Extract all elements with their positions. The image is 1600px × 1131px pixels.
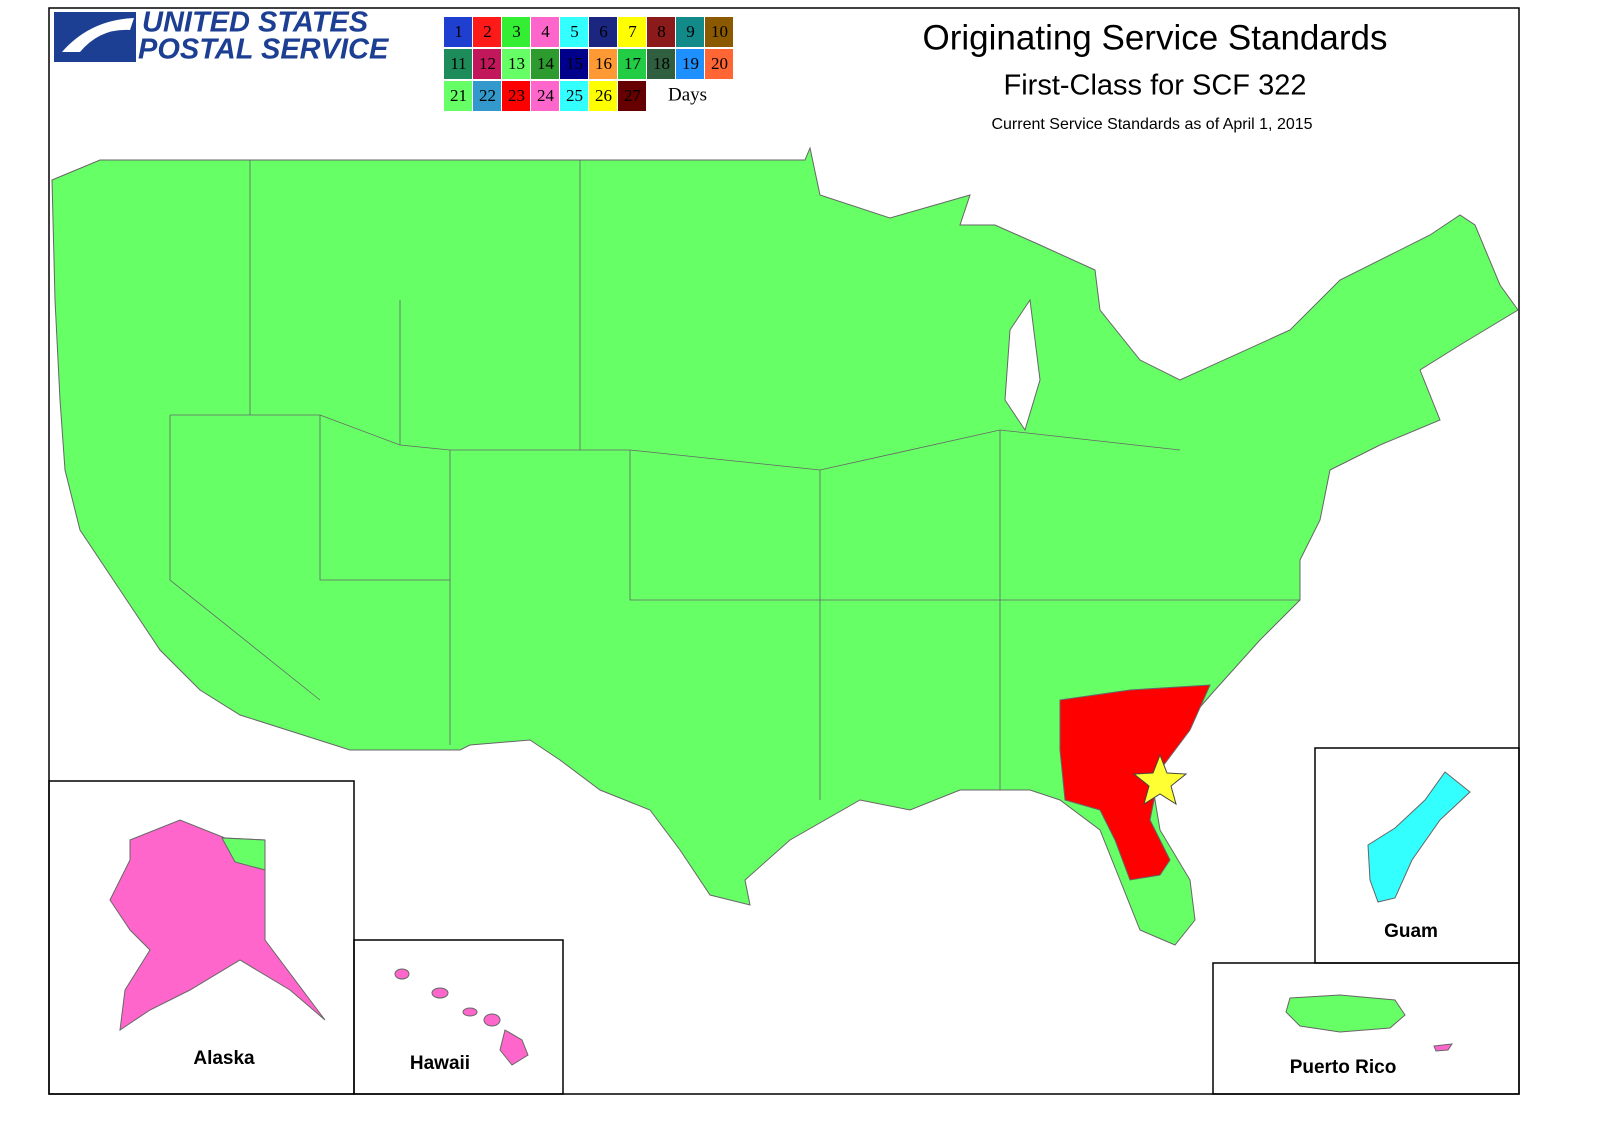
title: Originating Service Standards <box>923 18 1388 57</box>
note: Current Service Standards as of April 1,… <box>991 116 1312 133</box>
legend-label: 9 <box>686 22 695 41</box>
legend-label: 18 <box>653 54 670 73</box>
legend-label: 8 <box>657 22 666 41</box>
legend-swatch <box>560 81 588 111</box>
legend-swatch <box>618 49 646 79</box>
legend-label: 16 <box>595 54 612 73</box>
subtitle: First-Class for SCF 322 <box>1004 70 1307 102</box>
legend-label: 20 <box>711 54 728 73</box>
logo: UNITED STATES POSTAL SERVICE <box>54 7 390 66</box>
contiguous-us <box>51 146 1519 946</box>
legend-label: 14 <box>537 54 555 73</box>
legend-swatch <box>531 81 559 111</box>
legend-swatch <box>502 49 530 79</box>
island <box>1433 1043 1454 1052</box>
alaska-region <box>221 837 266 871</box>
legend-swatch <box>560 17 588 47</box>
legend-swatch <box>705 17 733 47</box>
legend-label: 3 <box>512 22 521 41</box>
island <box>431 987 449 999</box>
island <box>394 968 410 980</box>
alaska-inset <box>48 780 355 1095</box>
lake-michigan <box>1004 298 1041 432</box>
legend-swatch <box>473 81 501 111</box>
legend-label: 25 <box>566 86 583 105</box>
region-borders <box>169 160 1300 800</box>
legend-label: 12 <box>479 54 496 73</box>
legend-swatch <box>676 17 704 47</box>
legend-label: 2 <box>483 22 492 41</box>
legend-swatch <box>444 81 472 111</box>
legend-label: 19 <box>682 54 699 73</box>
legend-swatch <box>502 17 530 47</box>
inset-label: Alaska <box>193 1048 255 1069</box>
legend-swatch <box>618 81 646 111</box>
legend-swatch <box>589 81 617 111</box>
legend-swatch <box>647 49 675 79</box>
legend-label: 10 <box>711 22 728 41</box>
border <box>169 160 1300 800</box>
border <box>170 414 1181 471</box>
island <box>462 1007 478 1017</box>
legend-label: 4 <box>541 22 550 41</box>
legend-label: 26 <box>595 86 612 105</box>
legend-swatch <box>502 81 530 111</box>
legend-swatch <box>589 17 617 47</box>
legend-swatch <box>676 49 704 79</box>
legend-unit: Days <box>668 84 707 105</box>
legend-label: 24 <box>537 86 555 105</box>
legend-swatch <box>531 49 559 79</box>
legend-swatch <box>444 17 472 47</box>
legend-label: 7 <box>628 22 637 41</box>
legend-swatch <box>473 49 501 79</box>
logo-line2: POSTAL SERVICE <box>138 34 390 66</box>
island <box>483 1013 501 1027</box>
legend-label: 27 <box>624 86 642 105</box>
inset-label: Puerto Rico <box>1290 1057 1397 1078</box>
legend-swatch <box>560 49 588 79</box>
legend-label: 17 <box>624 54 642 73</box>
legend-swatch <box>531 17 559 47</box>
legend-label: 13 <box>508 54 525 73</box>
legend-label: 6 <box>599 22 608 41</box>
alaska <box>109 819 326 1032</box>
legend-swatch <box>705 49 733 79</box>
puerto-rico-inset <box>1212 962 1520 1095</box>
legend-label: 23 <box>508 86 525 105</box>
hawaii-inset <box>353 939 564 1095</box>
legend-swatch <box>444 49 472 79</box>
inset-label: Hawaii <box>410 1053 470 1074</box>
legend-label: 21 <box>450 86 467 105</box>
frame <box>48 7 1520 1095</box>
legend-label: 1 <box>454 22 463 41</box>
guam <box>1367 771 1471 903</box>
legend-swatch <box>618 17 646 47</box>
hawaii <box>394 968 529 1066</box>
puerto-rico <box>1285 994 1406 1033</box>
legend-label: 11 <box>450 54 466 73</box>
legend-label: 15 <box>566 54 583 73</box>
legend-label: 5 <box>570 22 579 41</box>
legend-swatch <box>589 49 617 79</box>
logo-line1: UNITED STATES <box>142 7 369 39</box>
inset-label: Guam <box>1384 921 1438 942</box>
logo-eagle <box>62 18 134 52</box>
legend-swatch <box>473 17 501 47</box>
legend-label: 22 <box>479 86 496 105</box>
island <box>499 1029 529 1066</box>
origin-star <box>1132 753 1188 806</box>
legend-swatch <box>647 17 675 47</box>
origin-region <box>1059 684 1211 881</box>
